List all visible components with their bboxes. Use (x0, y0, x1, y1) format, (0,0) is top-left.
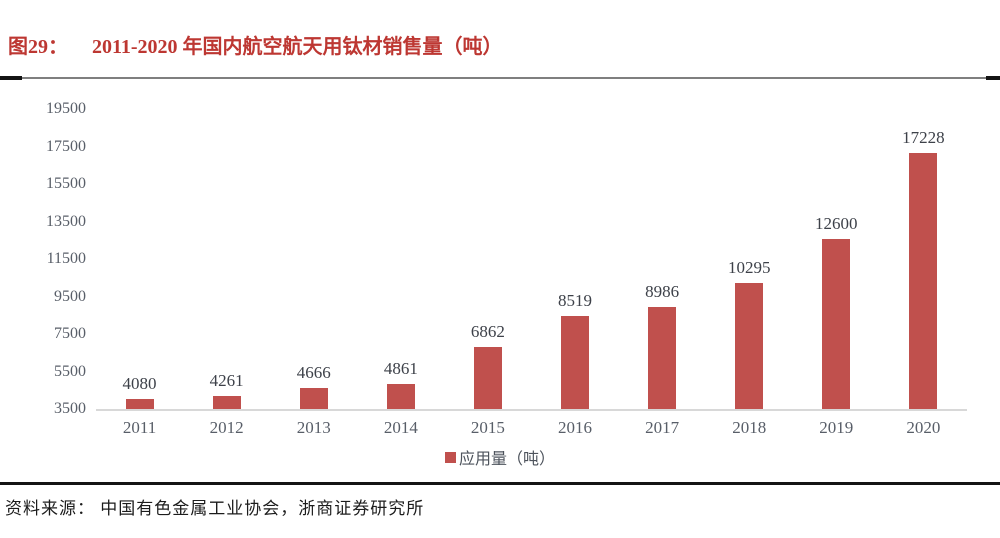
y-tick-label: 15500 (46, 175, 86, 192)
y-tick-label: 11500 (46, 250, 86, 267)
bar-chart: 3500 5500 7500 9500 11500 13500 15500 17500 1950… (0, 88, 1000, 478)
y-tick-label: 7500 (54, 325, 86, 342)
bar (561, 316, 590, 410)
y-tick-label: 19500 (46, 100, 86, 117)
bar (822, 239, 851, 410)
bar-slot: 8519 2016 (531, 88, 618, 437)
bar-slot: 4666 2013 (270, 88, 357, 437)
bar-value-label: 6862 (470, 322, 505, 341)
bar-slot: 4080 2011 (96, 88, 183, 437)
figure-title: 图29： 2011-2020 年国内航空航天用钛材销售量（吨） (8, 30, 992, 59)
legend-marker-icon (444, 451, 456, 463)
bar-value-label: 17228 (902, 128, 945, 147)
x-tick-label: 2019 (819, 418, 854, 437)
x-tick-label: 2012 (209, 418, 244, 437)
bar (299, 388, 328, 410)
x-tick-label: 2014 (383, 418, 418, 437)
footer-divider (0, 482, 1000, 485)
x-tick-label: 2016 (558, 418, 593, 437)
plot-area: 4080 2011 4261 2012 4666 2013 4861 2014 6862 2015… (96, 88, 967, 437)
bar-slot: 8986 2017 (619, 88, 706, 437)
x-tick-label: 2017 (645, 418, 680, 437)
figure-title-text: 2011-2020 年国内航空航天用钛材销售量（吨） (92, 36, 503, 58)
bar-value-label: 4080 (122, 374, 157, 393)
bar-slot: 17228 2020 (880, 88, 967, 437)
bar (473, 347, 502, 410)
bar (735, 283, 764, 410)
legend: 应用量（吨） (0, 445, 1000, 469)
bar-slot: 12600 2019 (793, 88, 880, 437)
x-tick-label: 2013 (296, 418, 331, 437)
bar (212, 396, 241, 410)
bar-slot: 4861 2014 (357, 88, 444, 437)
y-tick-label: 3500 (54, 400, 86, 417)
bar-value-label: 4861 (383, 359, 418, 378)
legend-label: 应用量（吨） (458, 451, 555, 468)
y-tick-label: 13500 (46, 212, 86, 230)
figure-number-label: 图29： (8, 36, 68, 58)
bar-value-label: 10295 (727, 258, 771, 277)
bar-value-label: 12600 (815, 214, 858, 233)
x-tick-label: 2018 (732, 418, 767, 437)
bar-slot: 6862 2015 (444, 88, 531, 437)
x-axis-line (96, 409, 967, 411)
y-tick-label: 5500 (54, 362, 86, 380)
x-tick-label: 2015 (470, 418, 505, 437)
bar-value-label: 4666 (296, 363, 331, 382)
bar-value-label: 8519 (558, 291, 593, 310)
bar (648, 307, 677, 410)
y-tick-label: 17500 (46, 137, 86, 155)
source-text: 资料来源： 中国有色金属工业协会，浙商证券研究所 (5, 499, 425, 518)
bar-value-label: 8986 (645, 282, 680, 301)
bar (909, 153, 938, 410)
x-tick-label: 2011 (122, 418, 157, 437)
bar-slot: 10295 2018 (706, 88, 793, 437)
bar (125, 399, 154, 410)
bar (386, 384, 415, 410)
y-tick-label: 9500 (54, 287, 86, 305)
x-tick-label: 2020 (906, 418, 941, 437)
bar-slot: 4261 2012 (183, 88, 270, 437)
bar-value-label: 4261 (209, 371, 244, 390)
header-divider (0, 76, 1000, 80)
